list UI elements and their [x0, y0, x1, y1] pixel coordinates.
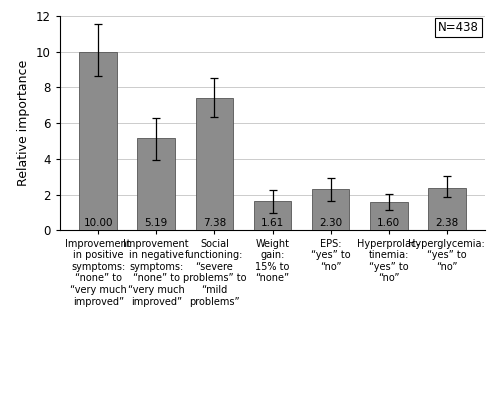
Text: 5.19: 5.19 — [144, 218, 168, 227]
Bar — [138, 137, 175, 230]
Text: 2.30: 2.30 — [319, 218, 342, 227]
Bar — [312, 189, 350, 230]
Text: N=438: N=438 — [438, 21, 478, 34]
Text: 7.38: 7.38 — [203, 218, 226, 227]
Text: 1.60: 1.60 — [377, 218, 400, 227]
Text: 1.61: 1.61 — [261, 218, 284, 227]
Text: 2.38: 2.38 — [435, 218, 458, 227]
Bar — [80, 52, 117, 230]
Bar — [254, 202, 292, 230]
Text: 10.00: 10.00 — [84, 218, 113, 227]
Y-axis label: Relative importance: Relative importance — [18, 60, 30, 186]
Bar — [196, 98, 234, 230]
Bar — [370, 202, 408, 230]
Bar — [428, 188, 466, 230]
